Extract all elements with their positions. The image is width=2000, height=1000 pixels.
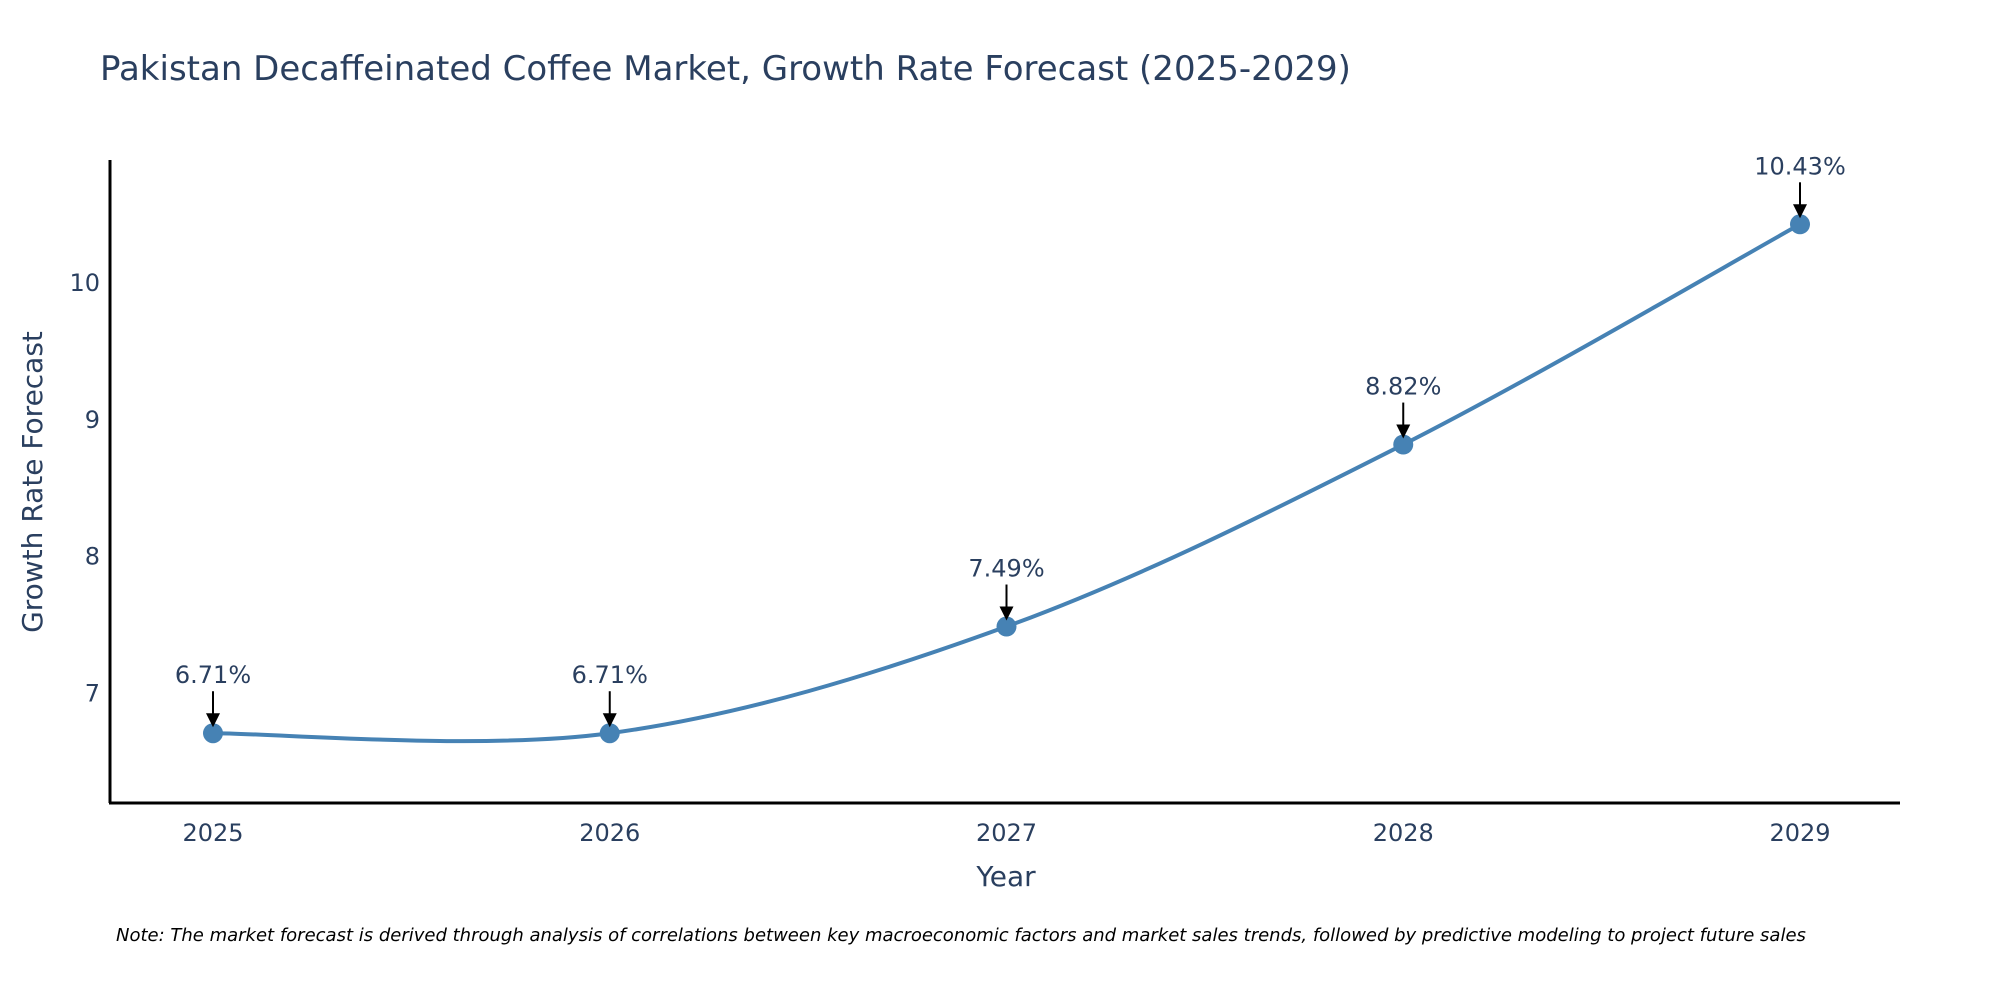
data-label: 8.82% [1365,373,1441,401]
annotation-arrow-head [999,606,1014,621]
chart-title: Pakistan Decaffeinated Coffee Market, Gr… [100,49,1351,89]
x-axis-title: Year [975,860,1036,893]
x-tick-label: 2029 [1769,819,1830,847]
y-ticks: 7 8 9 10 [69,269,100,707]
x-tick-label: 2026 [579,819,640,847]
y-tick-label: 8 [85,543,100,571]
annotation-arrow-head [206,713,220,728]
annotation-arrow-head [1396,424,1411,439]
data-label: 6.71% [572,661,648,689]
chart-note: Note: The market forecast is derived thr… [116,925,1806,946]
series-line [211,222,1802,744]
data-label: 7.49% [968,555,1044,583]
annotations: 6.71% 6.71% 7.49% 8.82% 10.43% [175,152,1846,728]
y-tick-label: 10 [69,269,100,297]
x-tick-label: 2027 [976,819,1037,847]
y-tick-label: 7 [85,680,100,708]
data-points [203,214,1810,744]
data-label: 6.71% [175,661,251,689]
x-tick-label: 2028 [1373,819,1434,847]
data-point [203,723,223,744]
annotation-arrow-head [1793,204,1807,219]
data-point [1393,434,1414,455]
annotation-arrow-head [602,713,617,728]
y-axis-title: Growth Rate Forecast [16,331,49,633]
x-ticks: 2025 2026 2027 2028 2029 [182,819,1830,847]
x-tick-label: 2025 [182,819,243,847]
y-tick-label: 9 [85,406,100,434]
data-point [996,616,1017,637]
data-point [599,723,620,744]
data-label: 10.43% [1754,152,1846,180]
data-point [1790,214,1810,235]
